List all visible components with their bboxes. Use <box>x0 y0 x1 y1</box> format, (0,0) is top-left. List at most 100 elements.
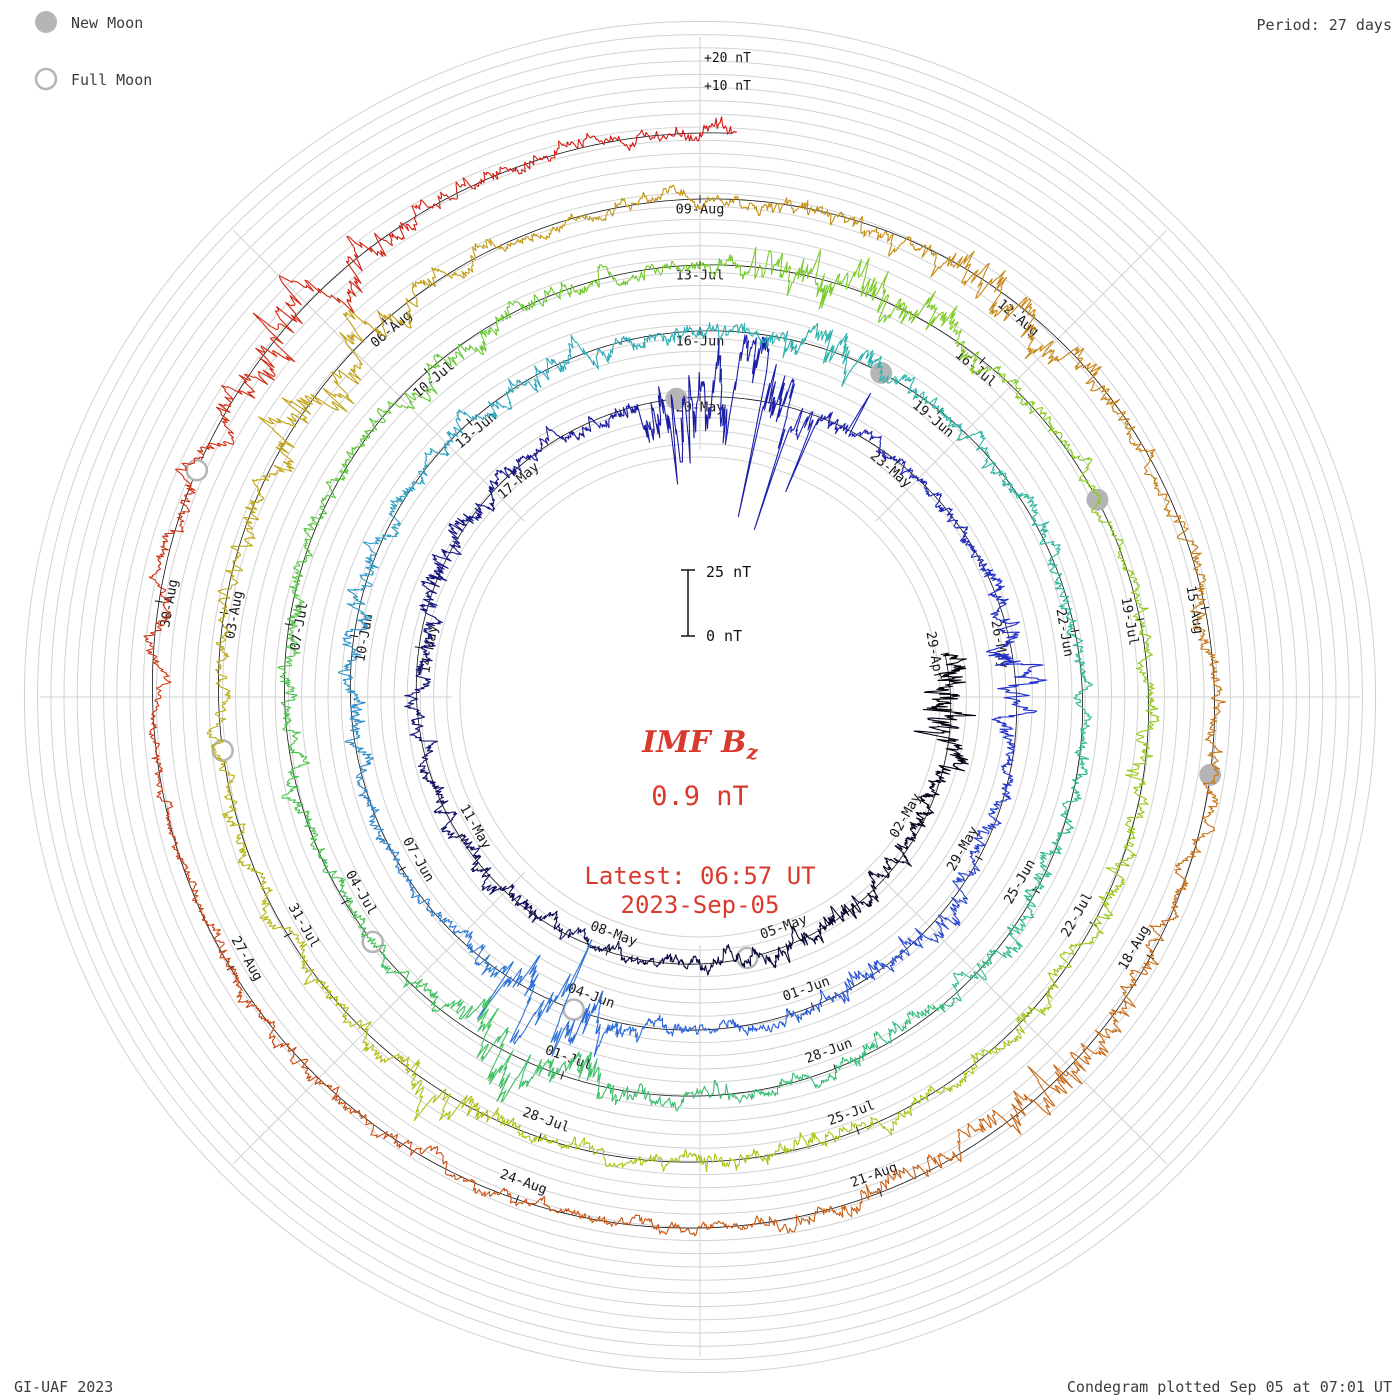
bz-trace-segment <box>1120 894 1179 1008</box>
bz-trace-segment <box>1073 661 1093 752</box>
bz-trace-segment <box>439 917 507 978</box>
date-tick <box>974 855 983 861</box>
radial-axis-plus20-label: +20 nT <box>704 51 751 66</box>
bz-trace-segment <box>499 132 631 175</box>
bz-trace-segment <box>388 170 501 242</box>
bz-trace-segment <box>584 1213 708 1237</box>
bz-trace-segment <box>882 821 923 878</box>
new-moon-marker <box>1086 488 1109 511</box>
credit-label: GI-UAF 2023 <box>14 1378 113 1396</box>
period-label: Period: 27 days <box>1257 16 1392 34</box>
spiral-baseline <box>152 132 1215 1229</box>
bz-trace-segment <box>381 465 428 541</box>
bz-trace-segment <box>373 944 450 1013</box>
bz-trace-segment <box>599 1147 708 1173</box>
date-tick <box>508 469 515 477</box>
center-latest-date: 2023-Sep-05 <box>621 891 780 919</box>
bz-trace-segment <box>1112 767 1149 871</box>
bz-trace-segment <box>160 799 206 921</box>
center-parameter-subscript: z <box>745 740 758 764</box>
bz-trace-segment <box>988 652 1048 725</box>
new-moon-label: New Moon <box>71 14 143 32</box>
bz-trace-segment <box>611 1083 708 1112</box>
center-current-value: 0.9 nT <box>651 781 749 812</box>
baseline-spiral-path <box>152 132 1215 1229</box>
bz-trace-segment <box>937 1090 1054 1163</box>
bz-trace-segment <box>558 334 642 373</box>
bz-trace-segment <box>337 618 369 700</box>
spiral-date-label: 01-Jun <box>781 973 832 1005</box>
bz-trace-segment <box>603 940 667 968</box>
grid-ring <box>23 20 1377 1374</box>
center-parameter-main: IMF B <box>641 725 746 760</box>
spiral-date-label: 24-Aug <box>498 1166 549 1198</box>
bz-trace-segment <box>280 678 310 776</box>
bz-trace-segment <box>706 1132 813 1173</box>
footer-plotted-label: Condegram plotted Sep 05 at 07:01 UT <box>1067 1378 1392 1396</box>
bz-trace-segment <box>1059 867 1125 963</box>
bz-trace-segment <box>953 519 998 581</box>
bz-trace-segment <box>1027 1004 1130 1107</box>
bz-trace-segment <box>509 1051 615 1100</box>
date-tick <box>283 932 292 938</box>
bz-trace-segment <box>431 513 474 576</box>
bz-trace-segment <box>986 578 1020 654</box>
bz-trace-segment <box>640 322 726 349</box>
radial-axis-plus10-label: +10 nT <box>704 79 751 94</box>
bz-trace-segment <box>999 723 1016 800</box>
spiral-date-label: 20-May <box>676 400 725 416</box>
scale-bar-bottom-label: 0 nT <box>706 627 742 645</box>
bz-trace-segment <box>403 1056 499 1123</box>
full-moon-icon <box>34 67 58 91</box>
bz-trace-segment <box>422 771 458 835</box>
bz-trace-segment <box>392 852 443 922</box>
center-latest-time: Latest: 06:57 UT <box>584 862 815 890</box>
grid-ring <box>459 456 941 938</box>
bz-trace-segment <box>726 1008 805 1036</box>
bz-trace-segment <box>550 910 605 953</box>
bz-trace-segment <box>281 774 328 867</box>
bz-trace-segment <box>148 673 172 801</box>
bz-trace-segment <box>840 870 890 920</box>
full-moon-label: Full Moon <box>71 71 152 89</box>
bz-trace-segment <box>963 263 1055 360</box>
bz-trace-segment <box>346 537 382 620</box>
bz-trace-segment <box>939 305 1019 390</box>
bz-trace-segment <box>742 246 849 310</box>
bz-trace-segment <box>953 923 1026 987</box>
bz-trace-segment <box>867 927 939 981</box>
bz-trace-segment <box>496 1112 600 1156</box>
grid-spoke <box>232 229 525 522</box>
grid-ring <box>37 34 1363 1360</box>
date-tick <box>1032 888 1040 894</box>
bz-trace-segment <box>726 943 791 969</box>
bz-trace-segment <box>143 544 171 674</box>
bz-trace-segment <box>649 1014 728 1037</box>
center-parameter-title: IMF Bz <box>641 725 758 764</box>
bz-trace-segment <box>803 970 873 1016</box>
bz-trace-segment <box>404 705 438 773</box>
scale-bar-top-label: 25 nT <box>706 563 751 581</box>
bz-trace-segment <box>899 467 954 523</box>
bz-trace-segment <box>750 197 863 234</box>
bz-trace-segment <box>887 374 963 430</box>
date-tick <box>537 1133 542 1142</box>
grid-spoke <box>875 229 1168 522</box>
date-tick <box>515 1195 520 1204</box>
bz-trace-segment <box>215 310 296 435</box>
bz-trace-segment <box>911 1046 1004 1105</box>
bz-trace-segment <box>935 867 981 938</box>
date-tick <box>560 1071 565 1080</box>
new-moon-marker <box>665 387 688 410</box>
bz-trace-segment <box>1204 659 1227 781</box>
bz-trace-segment <box>206 675 236 788</box>
date-tick <box>466 418 473 426</box>
bz-trace-segment <box>258 369 360 470</box>
bz-trace-segment <box>201 919 275 1025</box>
bz-trace-segment <box>1078 464 1126 564</box>
full-moon-marker <box>562 998 585 1021</box>
bz-trace-segment <box>404 639 436 707</box>
date-tick <box>940 652 950 656</box>
date-tick <box>341 899 349 905</box>
